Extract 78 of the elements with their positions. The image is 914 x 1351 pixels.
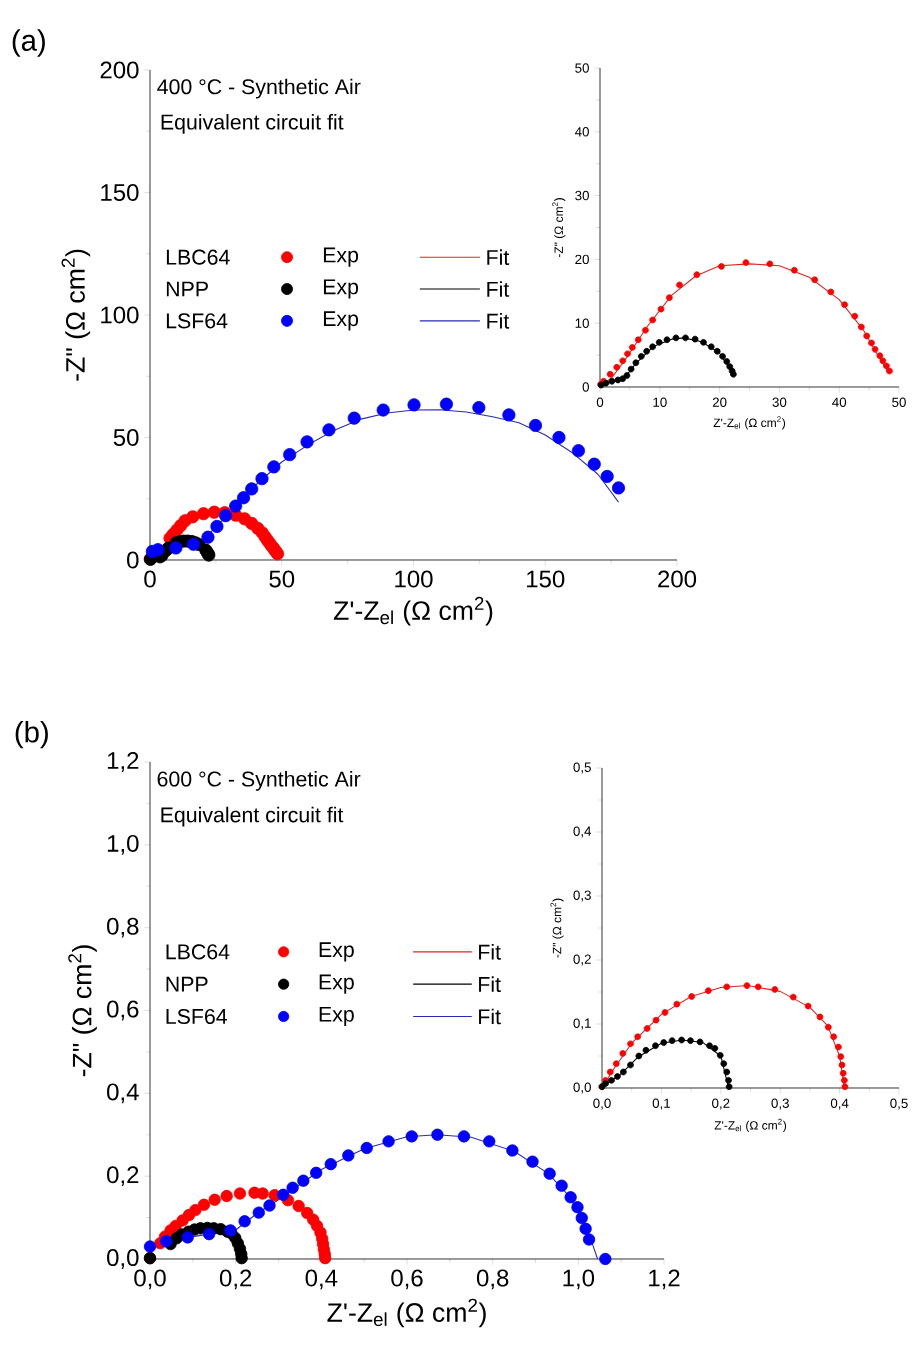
legend-label: Fit: [487, 249, 510, 265]
x-tick-label: 1,2: [649, 1269, 680, 1290]
y-tick-label: 0,2: [107, 1166, 139, 1187]
legend-label: Fit: [487, 313, 510, 329]
y-tick-label: 0,1: [573, 1018, 591, 1030]
x-tick-label: 0,8: [476, 1269, 509, 1290]
annotation: 600 °C - Synthetic Air: [157, 770, 361, 791]
y-tick-label: 100: [101, 306, 139, 324]
legend-label: Exp: [319, 1006, 354, 1027]
y-tick-label: 150: [101, 183, 139, 201]
x-tick-label: 30: [772, 397, 787, 407]
chart-title: (a): [12, 29, 45, 57]
x-tick-label: 50: [892, 397, 906, 407]
annotation: LSF64: [166, 313, 228, 329]
x-tick-label: 150: [527, 570, 565, 588]
y-tick-label: 1,2: [107, 752, 139, 772]
annotation: LBC64: [166, 249, 230, 265]
y-tick-label: 0: [127, 551, 139, 569]
y-tick-label: 0,5: [573, 762, 591, 774]
annotation: NPP: [166, 976, 208, 992]
x-tick-label: 20: [712, 397, 727, 407]
y-tick-label: 10: [575, 318, 589, 328]
legend-label: Exp: [323, 247, 359, 267]
y-tick-label: 20: [575, 254, 589, 265]
legend-label: Fit: [479, 1008, 501, 1025]
y-tick-label: 200: [100, 61, 139, 79]
annotation: 400 °C - Synthetic Air: [157, 78, 361, 99]
x-tick-label: 0,4: [830, 1098, 849, 1110]
annotation: Equivalent circuit fit: [161, 806, 344, 827]
y-axis-title: -Z" (Ω cm$^{2}$): [68, 945, 97, 1077]
legend-label: Exp: [319, 942, 354, 962]
y-tick-label: 30: [575, 190, 589, 201]
legend-label: Exp: [323, 311, 359, 331]
x-tick-label: 0: [596, 397, 604, 407]
y-tick-label: 50: [113, 428, 139, 446]
x-tick-label: 0,1: [652, 1098, 671, 1110]
annotation: LSF64: [166, 1008, 228, 1025]
x-axis-title: Z'-Z$_{el}$ (Ω cm$^{2}$): [333, 596, 493, 626]
legend-label: Fit: [479, 976, 501, 992]
x-tick-label: 40: [832, 397, 847, 407]
y-tick-label: 0,0: [107, 1249, 139, 1269]
x-tick-label: 0: [144, 570, 156, 588]
legend-label: Fit: [479, 944, 501, 960]
y-tick-label: 40: [574, 127, 589, 137]
x-tick-label: 0,2: [219, 1269, 252, 1290]
annotation: Equivalent circuit fit: [161, 113, 344, 134]
legend-label: Exp: [319, 974, 354, 994]
y-tick-label: 0,2: [573, 954, 591, 966]
y-tick-label: 0: [582, 382, 589, 392]
x-tick-label: 0,5: [890, 1098, 908, 1110]
x-tick-label: 0,0: [134, 1269, 166, 1290]
x-tick-label: 0,0: [593, 1098, 611, 1110]
legend-label: Exp: [323, 279, 359, 299]
x-tick-label: 50: [269, 570, 295, 588]
annotation: NPP: [166, 281, 208, 297]
x-axis-title: Z'-Z$_{el}$ (Ω cm$^{2}$): [327, 1298, 486, 1328]
x-tick-label: 0,4: [305, 1269, 338, 1290]
y-tick-label: 0,4: [573, 826, 592, 838]
y-tick-label: 1,0: [107, 834, 139, 855]
legend-label: Fit: [487, 281, 510, 297]
x-tick-label: 10: [653, 397, 667, 407]
y-tick-label: 0,8: [107, 917, 139, 938]
x-axis-title: Z'-Z$_{el}$ (Ω cm$^{2}$): [713, 416, 786, 430]
x-tick-label: 0,2: [712, 1098, 730, 1110]
y-axis-title: -Z" (Ω cm$^{2}$): [550, 898, 564, 958]
x-axis-title: Z'-Z$_{el}$ (Ω cm$^{2}$): [714, 1118, 787, 1132]
y-axis-title: -Z" (Ω cm$^{2}$): [61, 249, 91, 381]
annotation: LBC64: [166, 944, 230, 960]
y-tick-label: 50: [575, 63, 589, 73]
x-tick-label: 100: [395, 570, 433, 588]
y-axis-title: -Z" (Ω cm$^{2}$): [552, 198, 566, 258]
y-tick-label: 0,3: [573, 890, 591, 902]
y-tick-label: 0,0: [573, 1082, 591, 1094]
x-tick-label: 200: [658, 570, 697, 588]
chart-title: (b): [15, 720, 48, 749]
x-tick-label: 0,6: [391, 1269, 423, 1290]
y-tick-label: 0,6: [107, 1000, 139, 1021]
x-tick-label: 0,3: [771, 1098, 789, 1110]
